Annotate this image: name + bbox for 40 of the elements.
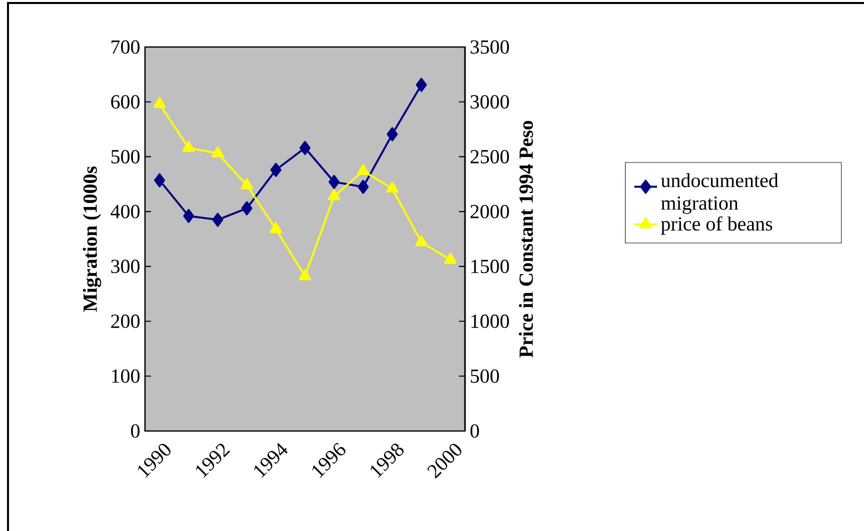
point [386,127,398,142]
y2-tick-label: 3500 [470,40,509,54]
y2-tick-label: 2000 [470,204,509,218]
point [212,146,224,158]
y-tick-label: 0 [131,424,140,438]
y2-tick-label: 0 [470,424,479,438]
point [270,222,282,234]
legend-label: price of beans [661,216,772,235]
y2-tick-label: 2500 [470,150,509,164]
point [270,162,282,177]
y-tick-label: 400 [110,204,140,218]
point [154,173,166,188]
point [182,140,195,152]
y-tick-label: 200 [111,314,140,328]
point [298,269,312,280]
y2-tick-label: 3000 [470,95,509,109]
y-tick-label: 500 [111,150,140,164]
y-tick-label: 700 [112,40,140,54]
point [358,180,369,194]
y-tick-label: 600 [111,95,140,109]
point [183,208,194,223]
point [415,235,428,246]
point [328,174,340,189]
y-tick-label: 100 [112,369,140,383]
point [240,178,254,190]
point [212,212,224,227]
point [444,252,457,264]
y-axis-title: Migration (1000s [82,166,102,312]
point [153,97,166,108]
point [241,201,252,216]
point [386,182,398,193]
y2-tick-label: 1500 [471,260,509,274]
y2-tick-label: 1000 [471,314,509,328]
y-tick-label: 300 [111,260,140,274]
point [356,164,370,175]
y2-axis-title: Price in Constant 1994 Peso [518,120,533,358]
point [416,78,427,92]
point [300,140,311,155]
point [328,189,340,200]
y2-tick-label: 500 [470,369,499,383]
